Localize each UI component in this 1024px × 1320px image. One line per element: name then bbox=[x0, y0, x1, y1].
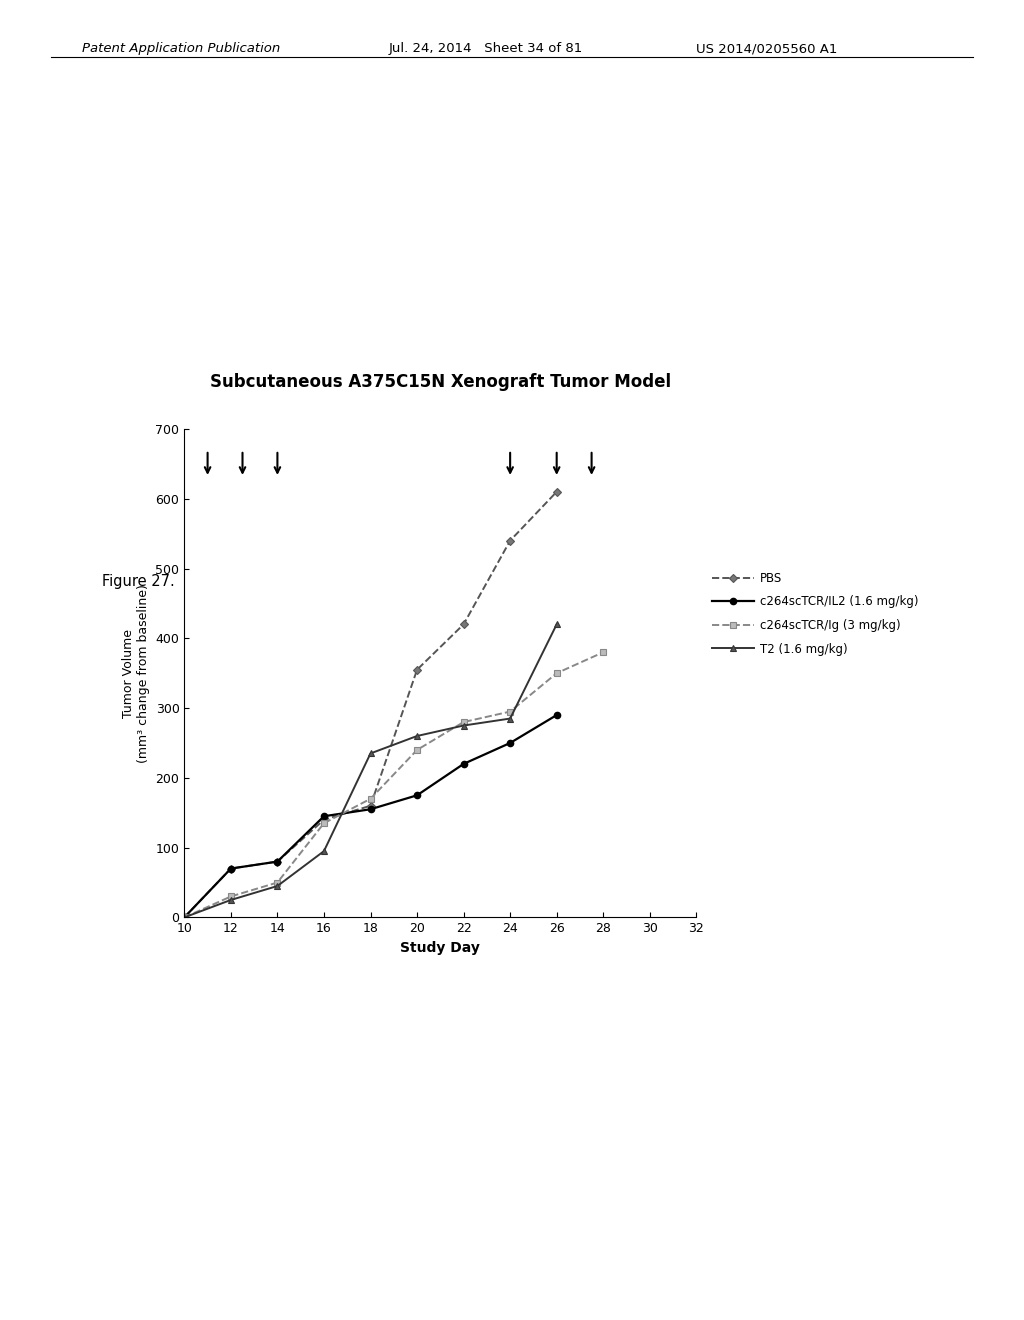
c264scTCR/IL2 (1.6 mg/kg) bbox=[551, 708, 563, 723]
T2 (1.6 mg/kg) bbox=[271, 878, 284, 894]
Text: Jul. 24, 2014   Sheet 34 of 81: Jul. 24, 2014 Sheet 34 of 81 bbox=[389, 42, 584, 55]
c264scTCR/Ig (3 mg/kg) bbox=[317, 816, 330, 832]
Line: PBS: PBS bbox=[181, 488, 560, 920]
c264scTCR/IL2 (1.6 mg/kg) bbox=[271, 854, 284, 870]
PBS bbox=[411, 661, 423, 677]
T2 (1.6 mg/kg) bbox=[458, 718, 470, 734]
T2 (1.6 mg/kg) bbox=[365, 746, 377, 762]
PBS bbox=[365, 797, 377, 813]
X-axis label: Study Day: Study Day bbox=[400, 941, 480, 954]
c264scTCR/Ig (3 mg/kg) bbox=[551, 665, 563, 681]
c264scTCR/IL2 (1.6 mg/kg) bbox=[504, 735, 516, 751]
T2 (1.6 mg/kg) bbox=[504, 710, 516, 726]
c264scTCR/IL2 (1.6 mg/kg) bbox=[365, 801, 377, 817]
c264scTCR/IL2 (1.6 mg/kg) bbox=[224, 861, 237, 876]
Legend: PBS, c264scTCR/IL2 (1.6 mg/kg), c264scTCR/Ig (3 mg/kg), T2 (1.6 mg/kg): PBS, c264scTCR/IL2 (1.6 mg/kg), c264scTC… bbox=[713, 572, 919, 656]
Line: T2 (1.6 mg/kg): T2 (1.6 mg/kg) bbox=[181, 620, 560, 921]
c264scTCR/IL2 (1.6 mg/kg) bbox=[178, 909, 190, 925]
Title: Subcutaneous A375C15N Xenograft Tumor Model: Subcutaneous A375C15N Xenograft Tumor Mo… bbox=[210, 374, 671, 391]
Text: Figure 27.: Figure 27. bbox=[102, 574, 175, 589]
c264scTCR/Ig (3 mg/kg) bbox=[365, 791, 377, 807]
c264scTCR/Ig (3 mg/kg) bbox=[178, 909, 190, 925]
Text: Patent Application Publication: Patent Application Publication bbox=[82, 42, 281, 55]
c264scTCR/IL2 (1.6 mg/kg) bbox=[411, 787, 423, 803]
c264scTCR/Ig (3 mg/kg) bbox=[458, 714, 470, 730]
PBS bbox=[178, 909, 190, 925]
PBS bbox=[504, 533, 516, 549]
c264scTCR/Ig (3 mg/kg) bbox=[271, 875, 284, 891]
PBS bbox=[551, 484, 563, 500]
c264scTCR/IL2 (1.6 mg/kg) bbox=[317, 808, 330, 824]
Line: c264scTCR/Ig (3 mg/kg): c264scTCR/Ig (3 mg/kg) bbox=[181, 649, 606, 920]
PBS bbox=[271, 854, 284, 870]
T2 (1.6 mg/kg) bbox=[224, 892, 237, 908]
Line: c264scTCR/IL2 (1.6 mg/kg): c264scTCR/IL2 (1.6 mg/kg) bbox=[181, 711, 560, 920]
c264scTCR/IL2 (1.6 mg/kg) bbox=[458, 756, 470, 772]
PBS bbox=[317, 812, 330, 828]
c264scTCR/Ig (3 mg/kg) bbox=[597, 644, 609, 660]
T2 (1.6 mg/kg) bbox=[178, 909, 190, 925]
Text: US 2014/0205560 A1: US 2014/0205560 A1 bbox=[696, 42, 838, 55]
PBS bbox=[458, 616, 470, 632]
T2 (1.6 mg/kg) bbox=[411, 729, 423, 744]
T2 (1.6 mg/kg) bbox=[551, 616, 563, 632]
c264scTCR/Ig (3 mg/kg) bbox=[224, 888, 237, 904]
T2 (1.6 mg/kg) bbox=[317, 843, 330, 859]
Y-axis label: Tumor Volume
(mm³ change from baseline): Tumor Volume (mm³ change from baseline) bbox=[122, 583, 150, 763]
c264scTCR/Ig (3 mg/kg) bbox=[504, 704, 516, 719]
c264scTCR/Ig (3 mg/kg) bbox=[411, 742, 423, 758]
PBS bbox=[224, 861, 237, 876]
